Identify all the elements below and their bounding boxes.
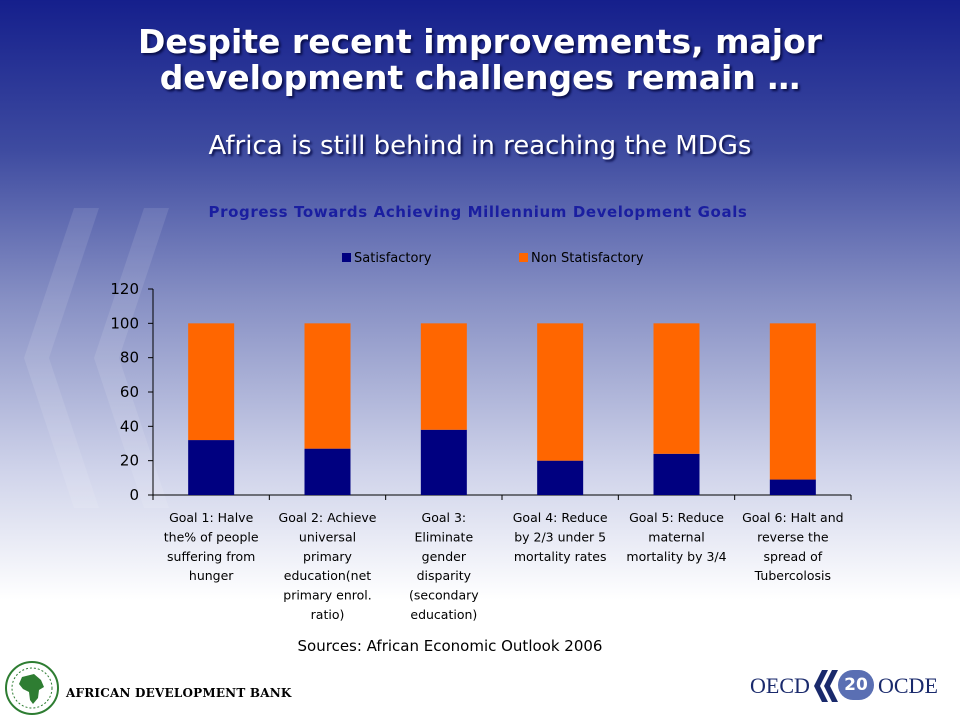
footer-org-name: AFRICAN DEVELOPMENT BANK <box>66 686 292 700</box>
bar-satisfactory-goal-6 <box>769 479 816 495</box>
x-category-label: education(net <box>284 568 372 583</box>
chart-title: Progress Towards Achieving Millennium De… <box>209 203 748 221</box>
legend-swatch-2 <box>519 253 528 262</box>
oecd-double-chevron-icon <box>814 670 838 702</box>
ocde-wordmark: OCDE <box>878 673 938 698</box>
oecd-wordmark: OECD <box>750 673 810 698</box>
x-category-label: Goal 6: Halt and <box>742 510 844 525</box>
y-tick-label: 80 <box>120 349 139 367</box>
y-tick-label: 120 <box>110 280 139 298</box>
y-tick-label: 60 <box>120 383 139 401</box>
x-category-label: Eliminate <box>414 529 473 544</box>
x-category-label: gender <box>422 549 467 564</box>
x-category-label: the% of people <box>164 529 259 544</box>
slide-title-line-2: development challenges remain … <box>159 58 801 97</box>
bar-non-satisfactory-goal-4 <box>537 323 584 461</box>
bar-satisfactory-goal-4 <box>537 460 584 495</box>
x-category-label: (secondary <box>409 588 479 603</box>
x-category-label: by 2/3 under 5 <box>514 529 606 544</box>
y-tick-label: 100 <box>110 314 139 332</box>
x-category-label: Goal 4: Reduce <box>513 510 608 525</box>
bar-non-satisfactory-goal-5 <box>653 323 700 454</box>
x-category-label: ratio) <box>311 607 345 622</box>
legend-label-2: Non Statisfactory <box>531 251 644 266</box>
x-category-label: maternal <box>648 529 704 544</box>
bar-non-satisfactory-goal-3 <box>420 323 467 430</box>
bar-satisfactory-goal-5 <box>653 453 700 495</box>
x-category-label: universal <box>299 529 356 544</box>
double-chevron-watermark-icon <box>24 208 169 508</box>
x-category-label: suffering from <box>167 549 255 564</box>
x-category-label: hunger <box>189 568 234 583</box>
slide-subtitle: Africa is still behind in reaching the M… <box>208 131 752 161</box>
bar-non-satisfactory-goal-1 <box>188 323 235 441</box>
x-category-label: mortality by 3/4 <box>626 549 726 564</box>
x-category-label: mortality rates <box>514 549 607 564</box>
x-category-label: primary enrol. <box>283 588 371 603</box>
x-category-label: primary <box>303 549 353 564</box>
x-category-label: reverse the <box>757 529 829 544</box>
y-tick-label: 0 <box>129 486 139 504</box>
x-category-label: Tubercolosis <box>754 568 831 583</box>
y-tick-label: 40 <box>120 417 139 435</box>
x-category-label: Goal 3: <box>422 510 467 525</box>
sources-note: Sources: African Economic Outlook 2006 <box>297 637 603 655</box>
x-category-label: Goal 1: Halve <box>169 510 254 525</box>
bar-non-satisfactory-goal-6 <box>769 323 816 480</box>
x-category-label: disparity <box>417 568 472 583</box>
legend-label-1: Satisfactory <box>354 251 432 266</box>
bar-satisfactory-goal-3 <box>420 429 467 495</box>
x-category-label: spread of <box>764 549 823 564</box>
bar-satisfactory-goal-2 <box>304 448 351 495</box>
bar-non-satisfactory-goal-2 <box>304 323 351 449</box>
bar-satisfactory-goal-1 <box>188 440 235 495</box>
slide-title: Despite recent improvements, major devel… <box>40 24 920 96</box>
mdg-progress-chart: Progress Towards Achieving Millennium De… <box>110 203 852 622</box>
page-number-badge: 20 <box>838 670 874 700</box>
y-tick-label: 20 <box>120 452 139 470</box>
legend-swatch-1 <box>342 253 351 262</box>
afdb-africa-seal-icon <box>5 661 59 715</box>
x-category-label: education) <box>410 607 477 622</box>
x-category-label: Goal 5: Reduce <box>629 510 724 525</box>
x-category-label: Goal 2: Achieve <box>279 510 377 525</box>
slide-title-line-1: Despite recent improvements, major <box>137 22 823 61</box>
